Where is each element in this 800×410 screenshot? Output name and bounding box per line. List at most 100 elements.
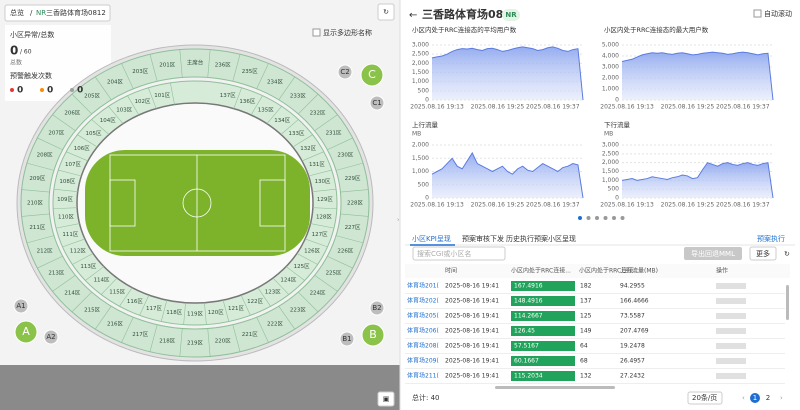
tab[interactable]: 小区KPI呈现 xyxy=(412,234,451,243)
tab[interactable]: 历史执行预案小区呈现 xyxy=(506,234,576,243)
section-label: 204区 xyxy=(107,78,123,85)
page-number[interactable]: 1 xyxy=(753,394,757,402)
cell: 73.5587 xyxy=(620,313,645,320)
checkbox-label[interactable]: 显示多边形名称 xyxy=(323,28,372,37)
action-placeholder xyxy=(716,358,746,364)
section-label: 124区 xyxy=(280,277,296,284)
section-border xyxy=(72,253,94,265)
section-label: 136区 xyxy=(239,98,255,105)
h-scrollbar[interactable] xyxy=(495,386,615,389)
breadcrumb[interactable]: 三香路体育场0812 xyxy=(46,8,106,17)
zone-label: C2 xyxy=(340,68,349,76)
chart-title: 上行流量 xyxy=(412,120,439,129)
page-number[interactable]: 2 xyxy=(766,394,770,402)
x-tick-label: 2025.08.16 19:25 xyxy=(471,104,525,111)
y-tick-label: 1,000 xyxy=(602,86,619,93)
section-label: 225区 xyxy=(326,270,342,277)
button-text[interactable]: 导出回退MML xyxy=(691,249,735,258)
checkbox[interactable] xyxy=(753,9,762,18)
section-label: 101区 xyxy=(154,92,170,99)
area-fill xyxy=(622,162,773,198)
prev-page[interactable]: ‹ xyxy=(742,394,745,402)
section-label: 217区 xyxy=(132,331,148,338)
section-border xyxy=(327,255,353,269)
cell: 26.4957 xyxy=(620,358,645,365)
area-fill xyxy=(432,46,583,100)
cell[interactable]: 体育场206( xyxy=(407,327,439,335)
zone-label: B1 xyxy=(342,335,351,343)
refresh-icon[interactable]: ↻ xyxy=(784,250,790,258)
cell[interactable]: 体育场211( xyxy=(407,372,439,380)
section-label: 130区 xyxy=(315,178,331,185)
checkbox-label[interactable]: 自动滚动 xyxy=(764,9,792,18)
button-text[interactable]: 更多 xyxy=(756,249,770,258)
section-label: 110区 xyxy=(58,214,74,221)
section-label: 126区 xyxy=(304,248,320,255)
section-label: 231区 xyxy=(326,130,342,137)
zone-label: C1 xyxy=(372,99,381,107)
y-tick-label: 2,500 xyxy=(412,51,429,58)
section-border xyxy=(257,287,271,307)
y-tick-label: 500 xyxy=(418,87,430,94)
carousel-dot xyxy=(578,216,582,220)
section-label: 127区 xyxy=(312,231,328,238)
x-tick-label: 2025.08.16 19:25 xyxy=(661,104,715,111)
section-border xyxy=(71,93,92,115)
cell[interactable]: 体育场205( xyxy=(407,312,439,320)
zone-marker xyxy=(14,320,38,344)
refresh-button[interactable] xyxy=(377,3,395,21)
section-label: 232区 xyxy=(310,110,326,117)
cell: 132 xyxy=(580,373,592,380)
screenshot-button[interactable] xyxy=(377,391,395,407)
section-label: 201区 xyxy=(159,62,175,69)
section-label: 229区 xyxy=(345,175,361,182)
collapse-handle[interactable]: › xyxy=(397,217,399,224)
page-current[interactable] xyxy=(750,393,760,403)
section-border xyxy=(340,189,369,193)
refresh-icon[interactable]: ↻ xyxy=(383,8,389,16)
section-label: 236区 xyxy=(215,62,231,69)
column-header: 上行流量(MB) xyxy=(620,267,658,275)
search-box[interactable] xyxy=(412,246,506,261)
breadcrumb[interactable]: 总览 xyxy=(10,8,24,17)
cell[interactable]: 体育场209( xyxy=(407,357,439,365)
plan-exec-link[interactable]: 预案执行 xyxy=(757,234,785,243)
breadcrumb-box[interactable] xyxy=(4,4,111,22)
section-border xyxy=(62,238,85,248)
x-tick-label: 2025.08.16 19:37 xyxy=(526,202,580,209)
cell[interactable]: 体育场201( xyxy=(407,282,439,290)
cell[interactable]: 体育场202( xyxy=(407,297,439,305)
cell[interactable]: 体育场208( xyxy=(407,342,439,350)
abnormal-count: 0 xyxy=(10,44,18,58)
column-header: 时间 xyxy=(445,267,457,275)
x-tick-label: 2025.08.16 19:13 xyxy=(600,104,654,111)
checkbox[interactable] xyxy=(312,28,321,37)
y-tick-label: 1,500 xyxy=(602,168,619,175)
section-border xyxy=(335,162,364,171)
breadcrumb[interactable]: NR xyxy=(36,9,46,17)
carousel-dot xyxy=(603,216,608,220)
v-scrollbar[interactable] xyxy=(786,285,789,320)
section-label: 132区 xyxy=(300,145,316,152)
screenshot-icon[interactable]: ▣ xyxy=(383,395,390,403)
badge-text: NR xyxy=(505,11,517,19)
back-button[interactable]: ← xyxy=(409,10,417,21)
page-size-text[interactable]: 20条/页 xyxy=(692,393,717,402)
action-placeholder xyxy=(716,373,746,379)
section-border xyxy=(149,324,158,352)
search-placeholder[interactable]: 搜索CGI或小区名 xyxy=(417,249,471,258)
tab[interactable]: 预案审核下发 xyxy=(462,234,504,243)
zone-marker xyxy=(360,63,384,87)
section-border xyxy=(207,328,211,357)
button[interactable] xyxy=(684,247,742,260)
section-border xyxy=(149,54,158,82)
y-tick-label: 3,000 xyxy=(412,42,429,49)
button[interactable] xyxy=(749,246,777,261)
zone-marker xyxy=(369,95,385,111)
zone-marker xyxy=(337,64,353,80)
zone-marker xyxy=(339,331,355,347)
penalty-box xyxy=(259,179,286,227)
cell: 2025-08-16 19:41 xyxy=(445,328,499,335)
page-size[interactable] xyxy=(687,391,723,405)
next-page[interactable]: › xyxy=(780,394,783,402)
